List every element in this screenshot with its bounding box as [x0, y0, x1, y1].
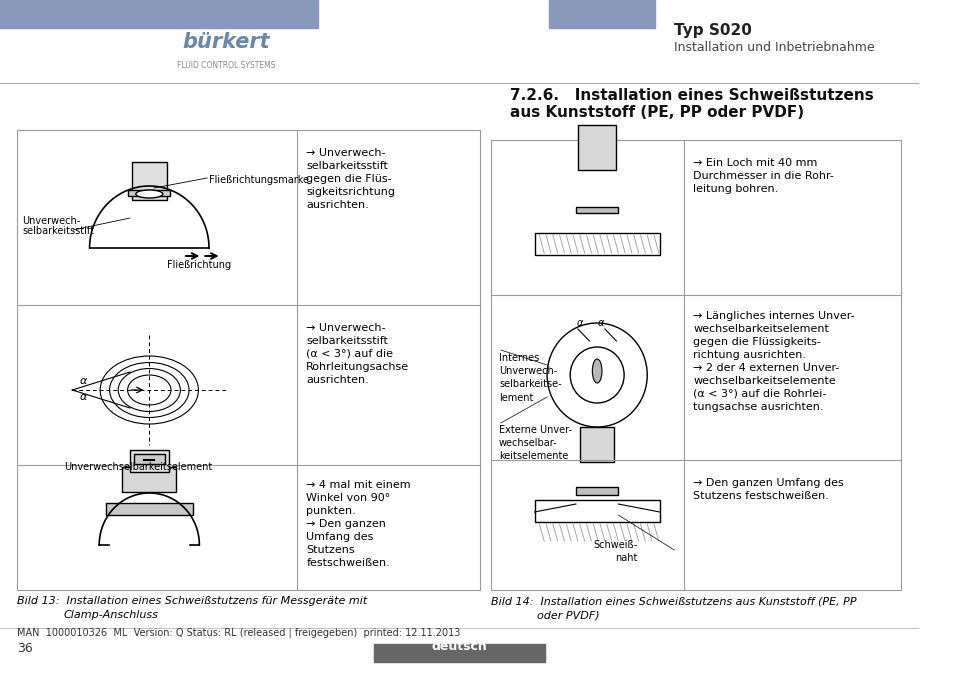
Text: Umfang des: Umfang des — [306, 532, 374, 542]
Ellipse shape — [135, 190, 163, 198]
Bar — [0, 0, 317, 28]
Text: → Längliches internes Unver-: → Längliches internes Unver- — [693, 311, 854, 321]
Text: deutsch: deutsch — [431, 640, 487, 653]
Text: gegen die Flüs-: gegen die Flüs- — [306, 174, 392, 184]
Text: Rohrleitungsachse: Rohrleitungsachse — [306, 362, 409, 372]
Text: → 4 mal mit einem: → 4 mal mit einem — [306, 480, 411, 490]
Bar — [491, 140, 900, 590]
Text: punkten.: punkten. — [306, 506, 355, 516]
Text: 36: 36 — [17, 642, 33, 655]
Text: α: α — [80, 376, 88, 386]
Text: (α < 3°) auf die: (α < 3°) auf die — [306, 349, 393, 359]
Text: → 2 der 4 externen Unver-: → 2 der 4 externen Unver- — [693, 363, 839, 373]
Bar — [576, 207, 618, 213]
Text: selbarkeitsstift: selbarkeitsstift — [306, 336, 388, 346]
Text: Fließrichtungsmarke: Fließrichtungsmarke — [209, 175, 309, 185]
Text: → Unverwech-: → Unverwech- — [306, 323, 385, 333]
Ellipse shape — [592, 359, 601, 383]
Bar — [130, 450, 169, 472]
Text: aus Kunststoff (PE, PP oder PVDF): aus Kunststoff (PE, PP oder PVDF) — [510, 105, 803, 120]
Bar — [132, 162, 167, 200]
Bar — [106, 503, 193, 515]
Text: wechselbarkeitselemente: wechselbarkeitselemente — [693, 376, 836, 386]
Text: → Den ganzen: → Den ganzen — [306, 519, 386, 529]
Bar — [579, 427, 614, 462]
Text: Typ S020: Typ S020 — [674, 23, 751, 38]
Text: wechselbarkeitselement: wechselbarkeitselement — [693, 324, 828, 334]
Text: ausrichten.: ausrichten. — [306, 200, 369, 210]
Circle shape — [570, 347, 623, 403]
Text: FLUID CONTROL SYSTEMS: FLUID CONTROL SYSTEMS — [177, 61, 275, 70]
Text: selbarkeitsstift: selbarkeitsstift — [22, 226, 94, 236]
Text: Internes
Unverwech-
selbarkeitse-
lement: Internes Unverwech- selbarkeitse- lement — [498, 353, 561, 402]
Text: MAN  1000010326  ML  Version: Q Status: RL (released | freigegeben)  printed: 12: MAN 1000010326 ML Version: Q Status: RL … — [17, 627, 460, 638]
Text: (α < 3°) auf die Rohrlei-: (α < 3°) auf die Rohrlei- — [693, 389, 826, 399]
Text: α: α — [576, 318, 582, 328]
Text: Installation und Inbetriebnahme: Installation und Inbetriebnahme — [674, 41, 874, 54]
Text: Fließrichtung: Fließrichtung — [167, 260, 231, 270]
Text: sigkeitsrichtung: sigkeitsrichtung — [306, 187, 395, 197]
Text: Bild 13:  Installation eines Schweißstutzens für Messgeräte mit: Bild 13: Installation eines Schweißstutz… — [17, 596, 367, 606]
Text: festschweißen.: festschweißen. — [306, 558, 390, 568]
Text: α: α — [80, 392, 88, 402]
Text: α: α — [598, 318, 603, 328]
Text: 7.2.6.   Installation eines Schweißstutzens: 7.2.6. Installation eines Schweißstutzen… — [510, 88, 873, 103]
Text: Clamp-Anschluss: Clamp-Anschluss — [64, 610, 158, 620]
Bar — [578, 125, 616, 170]
Text: ausrichten.: ausrichten. — [306, 375, 369, 385]
Text: Stutzens: Stutzens — [306, 545, 355, 555]
Text: → Den ganzen Umfang des: → Den ganzen Umfang des — [693, 478, 843, 488]
Text: Unverwech-: Unverwech- — [22, 216, 80, 226]
Text: Externe Unver-
wechselbar-
keitselemente: Externe Unver- wechselbar- keitselemente — [498, 425, 571, 462]
Text: gegen die Flüssigkeits-: gegen die Flüssigkeits- — [693, 337, 821, 347]
Bar — [128, 190, 171, 196]
Text: Bild 14:  Installation eines Schweißstutzens aus Kunststoff (PE, PP: Bild 14: Installation eines Schweißstutz… — [491, 596, 856, 606]
Bar — [534, 233, 659, 255]
Text: Unverwechselbarkeitselement: Unverwechselbarkeitselement — [65, 462, 213, 472]
Text: tungsachse ausrichten.: tungsachse ausrichten. — [693, 402, 823, 412]
Text: → Ein Loch mit 40 mm: → Ein Loch mit 40 mm — [693, 158, 817, 168]
Text: Durchmesser in die Rohr-: Durchmesser in die Rohr- — [693, 171, 834, 181]
Text: richtung ausrichten.: richtung ausrichten. — [693, 350, 805, 360]
Bar — [374, 644, 544, 662]
Text: Schweiß-
naht: Schweiß- naht — [593, 540, 637, 563]
Text: oder PVDF): oder PVDF) — [537, 610, 599, 620]
Text: leitung bohren.: leitung bohren. — [693, 184, 778, 194]
Text: Stutzens festschweißen.: Stutzens festschweißen. — [693, 491, 828, 501]
Bar — [17, 130, 479, 590]
Bar — [534, 500, 659, 522]
Bar — [122, 467, 176, 492]
Bar — [548, 0, 655, 28]
Text: → Unverwech-: → Unverwech- — [306, 148, 385, 158]
Text: bürkert: bürkert — [182, 32, 270, 52]
Text: selbarkeitsstift: selbarkeitsstift — [306, 161, 388, 171]
Bar — [576, 487, 618, 495]
Text: Winkel von 90°: Winkel von 90° — [306, 493, 390, 503]
Bar — [133, 454, 165, 464]
